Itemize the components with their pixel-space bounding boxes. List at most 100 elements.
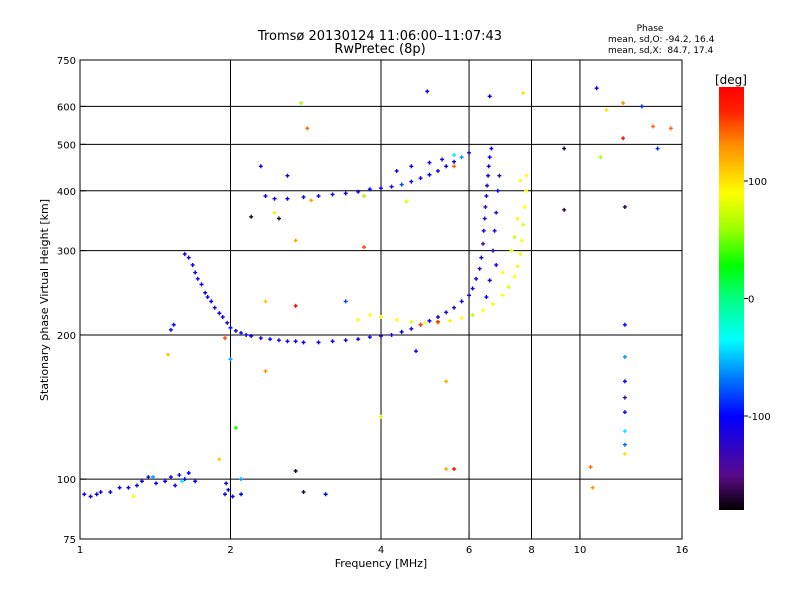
- data-point: [168, 327, 173, 332]
- data-point: [512, 235, 517, 240]
- data-point: [362, 194, 367, 199]
- data-point: [598, 155, 603, 160]
- data-point: [562, 146, 567, 151]
- data-point: [285, 339, 290, 344]
- data-point: [182, 477, 187, 482]
- data-point: [272, 210, 277, 215]
- x-tick-label: 8: [528, 545, 534, 556]
- data-point: [489, 146, 494, 151]
- data-point: [139, 479, 144, 484]
- data-point: [448, 318, 453, 323]
- data-point: [362, 245, 367, 250]
- data-point: [485, 183, 490, 188]
- chart-title: Tromsø 20130124 11:06:00–11:07:43: [257, 29, 502, 44]
- data-point: [459, 315, 464, 320]
- data-point: [131, 494, 136, 499]
- colorbar-gradient: [719, 87, 744, 510]
- data-point: [409, 179, 414, 184]
- data-point: [389, 184, 394, 189]
- data-point: [268, 337, 273, 342]
- data-point: [195, 276, 200, 281]
- data-point: [487, 155, 492, 160]
- data-point: [622, 410, 627, 415]
- data-point: [299, 100, 304, 105]
- data-point: [518, 178, 523, 183]
- data-point: [524, 173, 529, 178]
- data-point: [173, 483, 178, 488]
- x-tick-label: 10: [574, 545, 587, 556]
- data-point: [126, 485, 131, 490]
- y-tick-label: 750: [57, 56, 76, 67]
- data-point: [427, 172, 432, 177]
- data-point: [487, 278, 492, 283]
- data-point: [228, 325, 233, 330]
- data-point: [459, 299, 464, 304]
- data-point: [94, 492, 99, 497]
- data-point: [293, 339, 298, 344]
- data-point: [399, 329, 404, 334]
- data-point: [293, 303, 298, 308]
- data-point: [293, 468, 298, 473]
- data-point: [423, 320, 428, 325]
- data-point: [590, 485, 595, 490]
- data-point: [467, 293, 472, 298]
- data-point: [452, 153, 457, 158]
- data-point: [301, 340, 306, 345]
- data-point: [98, 490, 103, 495]
- data-point: [399, 182, 404, 187]
- data-point: [470, 313, 475, 318]
- data-point: [484, 295, 489, 300]
- data-point: [418, 322, 423, 327]
- data-point: [444, 467, 449, 472]
- data-point: [217, 311, 222, 316]
- data-point: [220, 315, 225, 320]
- data-point: [190, 262, 195, 267]
- data-point: [622, 429, 627, 434]
- data-point: [379, 186, 383, 191]
- data-point: [494, 210, 499, 215]
- data-point: [506, 284, 511, 289]
- data-point: [301, 490, 306, 495]
- data-point: [604, 107, 609, 112]
- data-point: [305, 126, 310, 131]
- data-point: [459, 155, 464, 160]
- data-point: [474, 276, 479, 281]
- data-point: [230, 494, 235, 499]
- data-point: [225, 320, 230, 325]
- data-point: [500, 270, 505, 275]
- data-point: [621, 100, 626, 105]
- data-point: [444, 310, 449, 315]
- y-tick-label: 75: [63, 535, 76, 546]
- data-point: [193, 270, 198, 275]
- data-point: [82, 492, 87, 497]
- data-point: [427, 160, 432, 165]
- data-point: [452, 467, 457, 472]
- data-point: [233, 328, 238, 333]
- data-point: [519, 238, 524, 243]
- data-point: [209, 299, 214, 304]
- data-point: [440, 157, 445, 162]
- data-point: [168, 475, 173, 480]
- data-point: [258, 336, 263, 341]
- data-point: [166, 352, 171, 357]
- data-point: [343, 299, 348, 304]
- data-point: [512, 274, 517, 279]
- stats-x-mode: mean, sd,X: 84.7, 17.4: [608, 46, 714, 56]
- data-point: [367, 313, 372, 318]
- data-point: [223, 492, 228, 497]
- data-point: [668, 126, 673, 131]
- data-point: [293, 238, 298, 243]
- data-point: [379, 315, 383, 320]
- data-point: [487, 94, 492, 99]
- data-point: [171, 322, 176, 327]
- data-point: [477, 266, 482, 271]
- data-point: [186, 255, 191, 260]
- data-point: [182, 252, 187, 257]
- data-point: [272, 196, 277, 201]
- data-point: [258, 164, 263, 169]
- y-tick-label: 600: [57, 102, 76, 113]
- data-point: [425, 89, 430, 94]
- data-point: [418, 176, 423, 181]
- y-tick-label: 400: [57, 187, 76, 198]
- y-axis-label: Stationary phase Virtual Height [km]: [38, 199, 51, 401]
